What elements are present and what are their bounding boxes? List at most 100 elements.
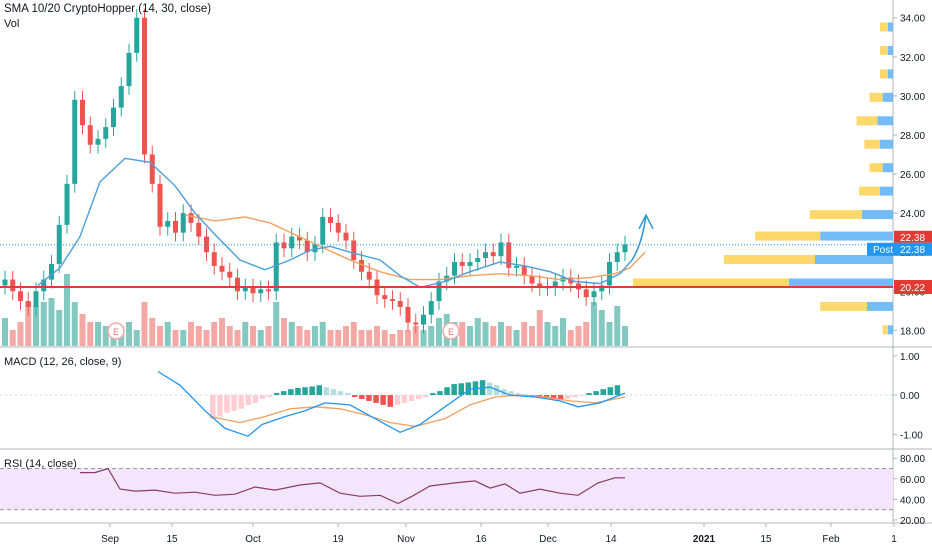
macd-histogram-bar: [316, 385, 322, 396]
time-tick-label: Nov: [397, 534, 415, 545]
candle-body: [258, 289, 264, 294]
candle-body: [25, 301, 31, 307]
volume-bar: [552, 326, 559, 346]
macd-histogram-bar: [401, 395, 408, 403]
volume-profile-up-bar: [880, 45, 888, 55]
macd-histogram-bar: [522, 394, 528, 396]
macd-tick-label: 0.00: [900, 391, 920, 402]
volume-bar: [219, 318, 225, 346]
volume-bar: [436, 318, 442, 346]
volume-bar: [157, 326, 163, 346]
earnings-marker: [107, 322, 125, 340]
candle-body: [591, 291, 597, 298]
volume-profile-down-bar: [887, 69, 893, 79]
candle-body: [405, 306, 411, 323]
volume-bar: [211, 322, 218, 346]
candle-body: [521, 265, 527, 276]
support-badge-label: 20.22: [900, 283, 925, 294]
volume-profile-down-bar: [815, 255, 893, 265]
volume-profile-up-bar: [809, 210, 862, 220]
candle-body: [413, 322, 419, 325]
candle-body: [142, 17, 147, 155]
macd-histogram-bar: [486, 382, 493, 396]
volume-bar: [482, 322, 489, 346]
macd-histogram-bar: [565, 395, 571, 399]
candle-body: [165, 220, 171, 227]
macd-histogram-bar: [366, 395, 372, 401]
volume-bar: [242, 322, 249, 346]
candle-body: [56, 224, 62, 264]
volume-bar: [126, 322, 132, 346]
macd-histogram-bar: [337, 391, 344, 396]
volume-bar: [498, 322, 504, 346]
price-tick-label: 18.00: [900, 326, 925, 337]
rsi-legend[interactable]: RSI (14, close): [4, 458, 77, 470]
macd-histogram-bar: [380, 395, 386, 405]
volume-bar: [17, 322, 24, 346]
candle-body: [297, 236, 302, 241]
rsi-line: [80, 467, 625, 505]
volume-legend[interactable]: Vol: [4, 18, 20, 30]
macd-signal-line: [209, 394, 626, 428]
candle-body: [173, 220, 178, 233]
volume-bar: [141, 302, 148, 346]
macd-histogram-bar: [273, 393, 280, 396]
macd-legend[interactable]: MACD (12, 26, close, 9): [4, 356, 122, 368]
candle-body: [49, 263, 54, 280]
macd-histogram-bar: [550, 395, 557, 399]
candle-body: [188, 213, 194, 223]
volume-profile-down-bar: [877, 116, 893, 126]
earnings-marker-label: E: [113, 327, 119, 337]
candle-body: [614, 252, 620, 262]
candle-body: [537, 283, 543, 288]
volume-profile-down-bar: [882, 163, 893, 173]
volume-bar: [64, 274, 70, 346]
volume-profile-down-bar: [887, 325, 893, 335]
study-legend[interactable]: SMA 10/20 CryptoHopper (14, 30, close): [4, 3, 212, 15]
volume-bar: [366, 330, 373, 346]
candle-body: [421, 314, 426, 325]
time-tick-label: Dec: [539, 534, 557, 545]
volume-bar: [397, 330, 404, 346]
candle-body: [304, 240, 310, 253]
candle-body: [320, 217, 326, 245]
macd-histogram-bar: [423, 395, 429, 398]
candle-body: [599, 285, 605, 292]
volume-bar: [33, 306, 39, 346]
macd-histogram-bar: [259, 395, 266, 399]
candle-body: [266, 289, 271, 292]
volume-profile-up-bar: [869, 92, 883, 102]
candle-body: [149, 154, 155, 184]
candle-body: [33, 291, 39, 307]
candle-body: [498, 242, 504, 257]
candle-body: [452, 261, 457, 276]
volume-bar: [281, 318, 287, 346]
candle-body: [2, 279, 8, 286]
post-badge-label: Post: [873, 245, 893, 256]
volume-bar: [102, 326, 109, 346]
macd-histogram-bar: [586, 393, 592, 396]
candle-body: [95, 138, 101, 145]
volume-bar: [25, 302, 32, 346]
volume-bar: [234, 330, 241, 346]
macd-line: [157, 370, 626, 437]
current-price-badge: [894, 230, 932, 243]
rsi-band: [0, 468, 893, 510]
volume-bar: [560, 318, 566, 346]
price-tick-label: 34.00: [900, 14, 925, 25]
volume-profile-up-bar: [882, 325, 888, 335]
volume-profile-up-bar: [880, 22, 888, 32]
candle-body: [436, 281, 442, 302]
candle-body: [103, 127, 109, 139]
volume-bar: [350, 322, 357, 346]
volume-bar: [195, 326, 202, 346]
volume-bar: [188, 322, 194, 346]
volume-bar: [513, 330, 520, 346]
volume-bar: [335, 330, 342, 346]
macd-histogram-bar: [330, 389, 337, 396]
candle-body: [281, 242, 287, 249]
volume-bar: [296, 326, 303, 346]
volume-bar: [420, 330, 427, 346]
